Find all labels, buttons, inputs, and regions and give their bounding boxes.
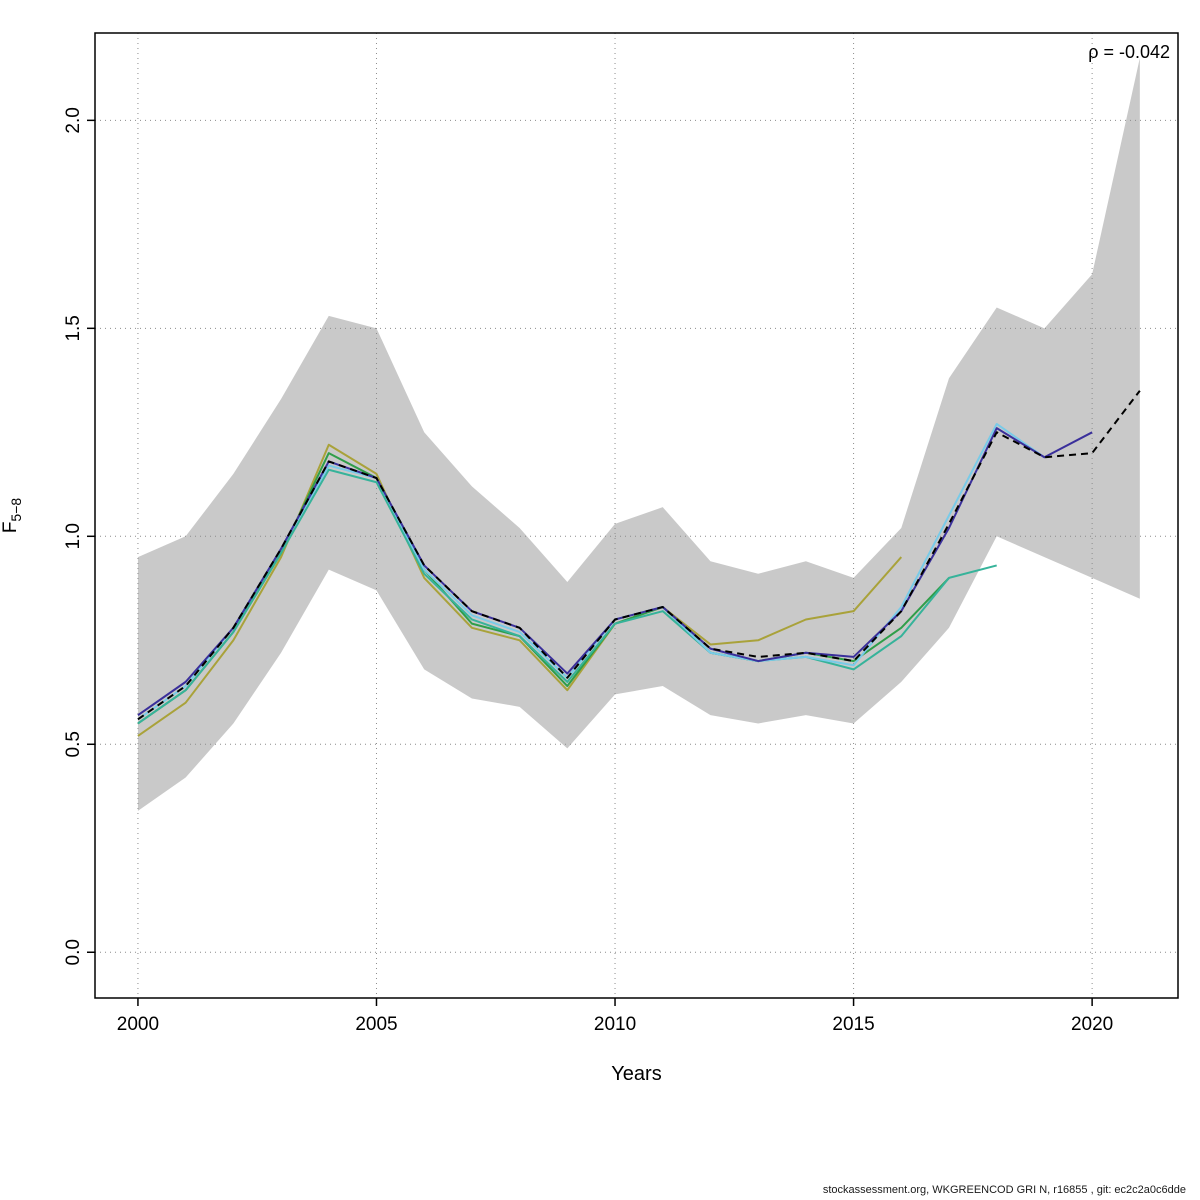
y-tick-label: 0.0	[63, 939, 84, 965]
series-base-run	[137, 390, 1141, 721]
plot-border	[94, 32, 1179, 999]
x-axis-label: Years	[611, 1063, 662, 1085]
y-tick-label: 2.0	[63, 107, 84, 133]
x-tick-label: 2015	[832, 1014, 874, 1035]
mohns-rho-annotation: ρ = -0.042	[1088, 42, 1170, 62]
y-axis-label: F5−8	[0, 498, 24, 534]
confidence-band	[137, 57, 1140, 811]
y-tick-label: 1.5	[63, 315, 84, 341]
footer-credit: stockassessment.org, WKGREENCOD GRI N, r…	[822, 1184, 1186, 1196]
y-tick-label: 0.5	[63, 731, 84, 757]
x-tick-label: 2010	[594, 1014, 636, 1035]
x-tick-label: 2020	[1071, 1014, 1113, 1035]
y-tick-label: 1.0	[63, 523, 84, 549]
series-retro-peel-2016	[137, 443, 903, 737]
series-retro-peel-2018	[137, 468, 997, 725]
x-tick-label: 2000	[117, 1014, 159, 1035]
x-tick-label: 2005	[355, 1014, 397, 1035]
